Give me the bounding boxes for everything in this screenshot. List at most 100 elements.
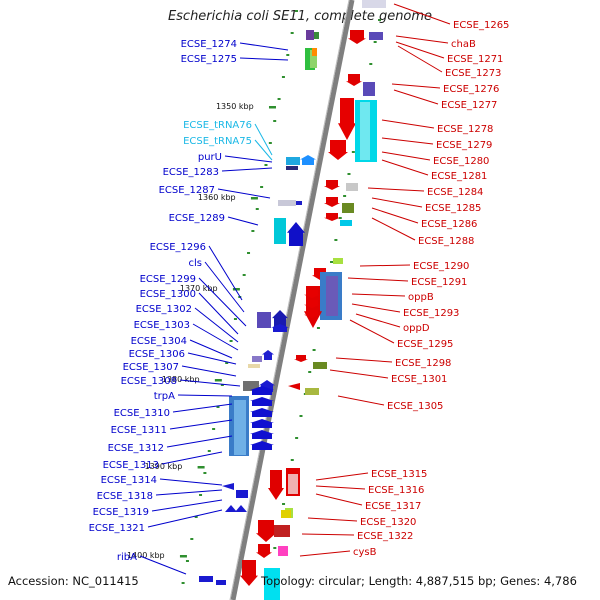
label-leader [177, 394, 233, 397]
tick-left [251, 230, 255, 232]
gene-label-left: purU [198, 152, 222, 163]
gene-label-right: ECSE_1295 [397, 339, 453, 350]
label-leader [179, 379, 241, 387]
tick-left [216, 406, 220, 408]
tick-left [212, 428, 216, 430]
gene-arrow-reverse [256, 544, 272, 558]
tick-right [343, 195, 347, 197]
tick-left [255, 208, 259, 210]
label-leader [224, 155, 273, 163]
label-leader [315, 472, 369, 481]
tick-left [233, 318, 237, 320]
label-leader [315, 493, 363, 506]
gene-label-right: ECSE_1317 [365, 501, 421, 512]
gene-arrow-reverse [324, 180, 340, 190]
gene-label-right: ECSE_1291 [411, 277, 467, 288]
gene-label-left: ECSE_1319 [93, 507, 149, 518]
gene-arrow-reverse [338, 98, 356, 140]
tick-left [229, 340, 233, 342]
label-leader [161, 451, 223, 465]
gene-feature [362, 0, 386, 8]
label-leader [397, 45, 443, 73]
gene-feature [296, 201, 302, 205]
scale-mark-label: 1380 kbp [162, 375, 200, 384]
gene-arrow-forward [250, 386, 274, 395]
gene-label-right: ECSE_1276 [443, 84, 499, 95]
tick-left [281, 76, 285, 78]
tick-left [286, 54, 290, 56]
label-leader [371, 217, 416, 241]
gene-arrow-forward [250, 419, 274, 428]
label-leader [395, 35, 449, 44]
label-leader [239, 57, 289, 61]
gene-arrow-small [235, 505, 247, 512]
tick-left [181, 582, 185, 584]
gene-feature [234, 400, 246, 455]
tick-right [378, 19, 382, 21]
gene-label-left: ECSE_tRNA76 [183, 120, 252, 131]
label-leader [181, 365, 237, 377]
gene-label-left: ECSE_1283 [163, 167, 219, 178]
label-leader [393, 89, 439, 105]
tick-left [273, 120, 277, 122]
label-leader [217, 188, 271, 199]
label-leader [381, 159, 429, 176]
gene-label-right: ECSE_1286 [421, 219, 477, 230]
label-leader [198, 277, 247, 327]
gene-feature [326, 276, 338, 316]
label-leader [329, 369, 389, 379]
gene-feature [310, 50, 317, 68]
map-title: Escherichia coli SE11, complete genome [167, 9, 433, 24]
gene-label-left: ECSE_1296 [150, 242, 206, 253]
gene-label-left: ECSE_1313 [103, 460, 159, 471]
tick-right [312, 349, 316, 351]
label-leader [189, 339, 233, 359]
tick-right [273, 547, 277, 549]
gene-label-right: ECSE_1288 [418, 236, 474, 247]
gene-feature [342, 203, 354, 213]
gene-label-right: ECSE_1298 [395, 358, 451, 369]
gene-feature [314, 32, 319, 39]
gene-label-right: ECSE_1265 [453, 20, 509, 31]
label-leader [194, 307, 239, 343]
label-leader [299, 550, 351, 557]
scale-mark-tick [214, 379, 222, 382]
gene-feature [286, 157, 300, 165]
gene-arrow-reverse [240, 560, 258, 586]
gene-label-left: ECSE_1304 [131, 336, 187, 347]
scale-mark-label: 1390 kbp [145, 462, 183, 471]
tick-right [338, 217, 342, 219]
gene-label-left: ECSE_1312 [108, 443, 164, 454]
gene-arrow-reverse [324, 213, 340, 221]
gene-label-left: ECSE_1300 [140, 289, 196, 300]
gene-feature [281, 510, 291, 518]
label-leader [351, 293, 406, 297]
label-leader [192, 323, 239, 351]
tick-left [199, 494, 203, 496]
label-leader [204, 261, 245, 313]
gene-arrow-reverse [256, 520, 276, 542]
label-leader [239, 42, 289, 51]
label-leader [335, 357, 393, 363]
gene-feature [278, 200, 296, 206]
gene-arrow-reverse [324, 197, 340, 207]
gene-feature [248, 364, 260, 368]
gene-label-right: ECSE_1320 [360, 517, 416, 528]
gene-label-left: ECSE_1287 [159, 185, 215, 196]
gene-label-left: ECSE_1303 [134, 320, 190, 331]
label-leader [347, 277, 409, 282]
genome-backbone [230, 0, 355, 600]
gene-feature [274, 218, 286, 244]
label-leader [351, 303, 401, 313]
scale-mark-label: 1400 kbp [127, 551, 165, 560]
gene-label-left: trpA [154, 391, 175, 402]
tick-left [207, 450, 211, 452]
gene-label-right: ECSE_1322 [357, 531, 413, 542]
gene-label-left: ECSE_1318 [97, 491, 153, 502]
gene-feature [286, 166, 298, 170]
tick-right [308, 371, 312, 373]
label-leader [395, 41, 445, 59]
gene-feature [312, 48, 317, 56]
label-leader [172, 403, 233, 413]
